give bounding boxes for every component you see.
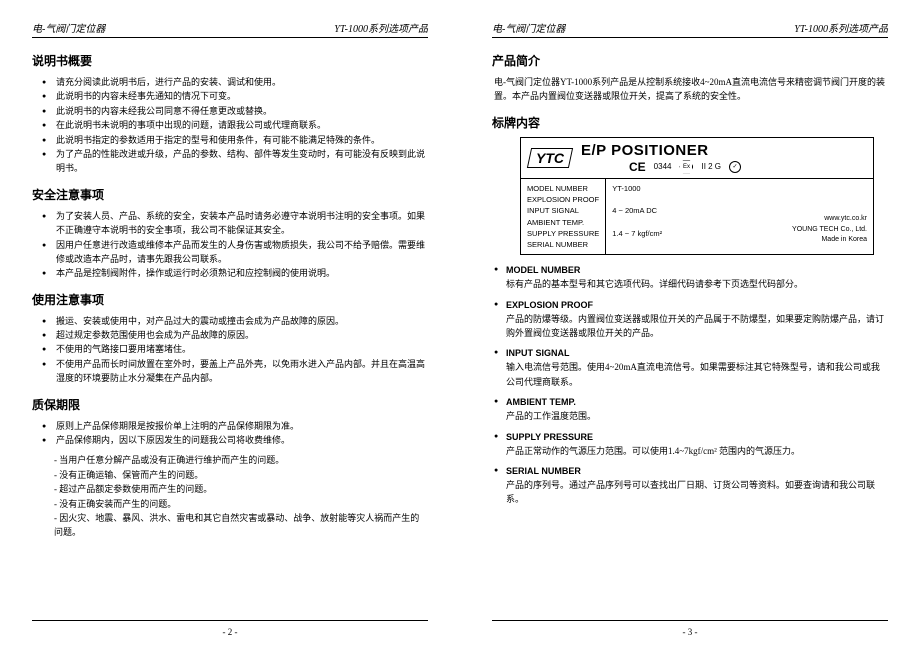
usage-list: 搬运、安装或使用中，对产品过大的震动或撞击会成为产品故障的原因。 超过规定参数范… bbox=[32, 314, 428, 386]
header-left: 电-气阀门定位器 bbox=[492, 20, 565, 35]
sub-item: - 当用户任意分解产品或没有正确进行维护而产生的问题。 bbox=[54, 453, 428, 467]
term-name: AMBIENT TEMP. bbox=[506, 397, 888, 407]
term-name: INPUT SIGNAL bbox=[506, 348, 888, 358]
term-block: MODEL NUMBER 标有产品的基本型号和其它选项代码。详细代码请参考下页选… bbox=[492, 265, 888, 291]
nameplate-values: YT-1000 4 ~ 20mA DC 1.4 ~ 7 kgf/cm² www.… bbox=[606, 179, 873, 255]
nameplate-title: E/P POSITIONER bbox=[581, 142, 741, 159]
page-left: 电-气阀门定位器 YT-1000系列选项产品 说明书概要 请充分阅读此说明书后，… bbox=[0, 0, 460, 651]
np-label: SUPPLY PRESSURE bbox=[527, 228, 599, 239]
nameplate-header: YTC E/P POSITIONER CE 0344 Ex II 2 G ✓ bbox=[521, 138, 873, 179]
list-item: 不使用产品而长时间放置在室外时，要盖上产品外壳，以免雨水进入产品内部。并且在高温… bbox=[46, 357, 428, 386]
list-item: 本产品是控制阀附件，操作或运行时必须熟记和应控制阀的使用说明。 bbox=[46, 266, 428, 280]
list-item: 为了安装人员、产品、系统的安全，安装本产品时请务必遵守本说明书注明的安全事项。如… bbox=[46, 209, 428, 238]
np-label: SERIAL NUMBER bbox=[527, 239, 599, 250]
warranty-list: 原则上产品保修期限是按报价单上注明的产品保修期限为准。 产品保修期内，因以下原因… bbox=[32, 419, 428, 448]
page-spread: 电-气阀门定位器 YT-1000系列选项产品 说明书概要 请充分阅读此说明书后，… bbox=[0, 0, 920, 651]
ytc-logo: YTC bbox=[527, 148, 573, 168]
intro-text: 电-气阀门定位器YT-1000系列产品是从控制系统接收4~20mA直流电流信号来… bbox=[492, 75, 888, 104]
np-company: YOUNG TECH Co., Ltd. bbox=[792, 225, 867, 236]
term-block: INPUT SIGNAL 输入电流信号范围。使用4~20mA直流电流信号。如果需… bbox=[492, 348, 888, 389]
np-label: AMBIENT TEMP. bbox=[527, 217, 599, 228]
np-label: INPUT SIGNAL bbox=[527, 205, 599, 216]
section-title-usage: 使用注意事项 bbox=[32, 291, 428, 308]
list-item: 在此说明书未说明的事项中出现的问题，请跟我公司或代理商联系。 bbox=[46, 118, 428, 132]
term-name: EXPLOSION PROOF bbox=[506, 300, 888, 310]
section-title-overview: 说明书概要 bbox=[32, 52, 428, 69]
term-desc: 标有产品的基本型号和其它选项代码。详细代码请参考下页选型代码部分。 bbox=[506, 277, 888, 291]
ex-class: II 2 G bbox=[701, 162, 721, 171]
term-desc: 产品的序列号。通过产品序列号可以查找出厂日期、订货公司等资料。如要查询请和我公司… bbox=[506, 478, 888, 507]
nameplate: YTC E/P POSITIONER CE 0344 Ex II 2 G ✓ M… bbox=[520, 137, 874, 256]
header: 电-气阀门定位器 YT-1000系列选项产品 bbox=[492, 20, 888, 38]
sub-item: - 因火灾、地震、暴风、洪水、雷电和其它自然灾害或暴动、战争、放射能等灾人祸而产… bbox=[54, 511, 428, 540]
term-desc: 产品的防爆等级。内置阀位变送器或限位开关的产品属于不防爆型，如果要定购防爆产品，… bbox=[506, 312, 888, 341]
cert-circle-icon: ✓ bbox=[729, 161, 741, 173]
term-name: MODEL NUMBER bbox=[506, 265, 888, 275]
page-right: 电-气阀门定位器 YT-1000系列选项产品 产品简介 电-气阀门定位器YT-1… bbox=[460, 0, 920, 651]
list-item: 原则上产品保修期限是按报价单上注明的产品保修期限为准。 bbox=[46, 419, 428, 433]
np-value-input: 4 ~ 20mA DC bbox=[612, 205, 662, 216]
footer-left: - 2 - bbox=[0, 620, 460, 637]
term-block: AMBIENT TEMP. 产品的工作温度范围。 bbox=[492, 397, 888, 423]
section-title-safety: 安全注意事项 bbox=[32, 186, 428, 203]
list-item: 产品保修期内，因以下原因发生的问题我公司将收费维修。 bbox=[46, 433, 428, 447]
sub-item: - 超过产品额定参数使用而产生的问题。 bbox=[54, 482, 428, 496]
term-desc: 输入电流信号范围。使用4~20mA直流电流信号。如果需要标注其它特殊型号，请和我… bbox=[506, 360, 888, 389]
list-item: 此说明书指定的参数适用于指定的型号和使用条件，有可能不能满足特殊的条件。 bbox=[46, 133, 428, 147]
overview-list: 请充分阅读此说明书后，进行产品的安装、调试和使用。 此说明书的内容未经事先通知的… bbox=[32, 75, 428, 176]
list-item: 此说明书的内容未经我公司同意不得任意更改或替换。 bbox=[46, 104, 428, 118]
section-title-nameplate: 标牌内容 bbox=[492, 114, 888, 131]
sub-item: - 没有正确安装而产生的问题。 bbox=[54, 497, 428, 511]
ex-mark: Ex bbox=[679, 160, 693, 174]
list-item: 不使用的气路接口要用堵塞堵住。 bbox=[46, 342, 428, 356]
section-title-intro: 产品简介 bbox=[492, 52, 888, 69]
header-left: 电-气阀门定位器 bbox=[32, 20, 105, 35]
nameplate-labels: MODEL NUMBER EXPLOSION PROOF INPUT SIGNA… bbox=[521, 179, 606, 255]
term-name: SERIAL NUMBER bbox=[506, 466, 888, 476]
np-value-model: YT-1000 bbox=[612, 183, 662, 194]
sub-item: - 没有正确运输、保管而产生的问题。 bbox=[54, 468, 428, 482]
ce-mark: CE bbox=[629, 160, 646, 174]
term-desc: 产品正常动作的气源压力范围。可以使用1.4~7kgf/cm² 范围内的气源压力。 bbox=[506, 444, 888, 458]
list-item: 因用户任意进行改造或维修本产品而发生的人身伤害或物质损失，我公司不给予赔偿。需要… bbox=[46, 238, 428, 267]
warranty-sublist: - 当用户任意分解产品或没有正确进行维护而产生的问题。 - 没有正确运输、保管而… bbox=[32, 453, 428, 539]
list-item: 此说明书的内容未经事先通知的情况下可变。 bbox=[46, 89, 428, 103]
term-block: SUPPLY PRESSURE 产品正常动作的气源压力范围。可以使用1.4~7k… bbox=[492, 432, 888, 458]
list-item: 搬运、安装或使用中，对产品过大的震动或撞击会成为产品故障的原因。 bbox=[46, 314, 428, 328]
term-block: SERIAL NUMBER 产品的序列号。通过产品序列号可以查找出厂日期、订货公… bbox=[492, 466, 888, 507]
page-number: - 3 - bbox=[683, 627, 698, 637]
list-item: 为了产品的性能改进或升级，产品的参数、结构、部件等发生变动时，有可能没有反映到此… bbox=[46, 147, 428, 176]
np-made-in: Made in Korea bbox=[792, 235, 867, 246]
header-right: YT-1000系列选项产品 bbox=[334, 20, 428, 35]
term-block: EXPLOSION PROOF 产品的防爆等级。内置阀位变送器或限位开关的产品属… bbox=[492, 300, 888, 341]
header-right: YT-1000系列选项产品 bbox=[794, 20, 888, 35]
list-item: 请充分阅读此说明书后，进行产品的安装、调试和使用。 bbox=[46, 75, 428, 89]
np-label: EXPLOSION PROOF bbox=[527, 194, 599, 205]
nameplate-body: MODEL NUMBER EXPLOSION PROOF INPUT SIGNA… bbox=[521, 179, 873, 255]
term-name: SUPPLY PRESSURE bbox=[506, 432, 888, 442]
safety-list: 为了安装人员、产品、系统的安全，安装本产品时请务必遵守本说明书注明的安全事项。如… bbox=[32, 209, 428, 281]
cert-row: CE 0344 Ex II 2 G ✓ bbox=[629, 160, 741, 174]
footer-right: - 3 - bbox=[460, 620, 920, 637]
np-value-supply: 1.4 ~ 7 kgf/cm² bbox=[612, 228, 662, 239]
np-label: MODEL NUMBER bbox=[527, 183, 599, 194]
page-number: - 2 - bbox=[223, 627, 238, 637]
np-website: www.ytc.co.kr bbox=[792, 214, 867, 225]
ce-number: 0344 bbox=[654, 162, 672, 171]
list-item: 超过规定参数范围使用也会成为产品故障的原因。 bbox=[46, 328, 428, 342]
term-desc: 产品的工作温度范围。 bbox=[506, 409, 888, 423]
section-title-warranty: 质保期限 bbox=[32, 396, 428, 413]
header: 电-气阀门定位器 YT-1000系列选项产品 bbox=[32, 20, 428, 38]
